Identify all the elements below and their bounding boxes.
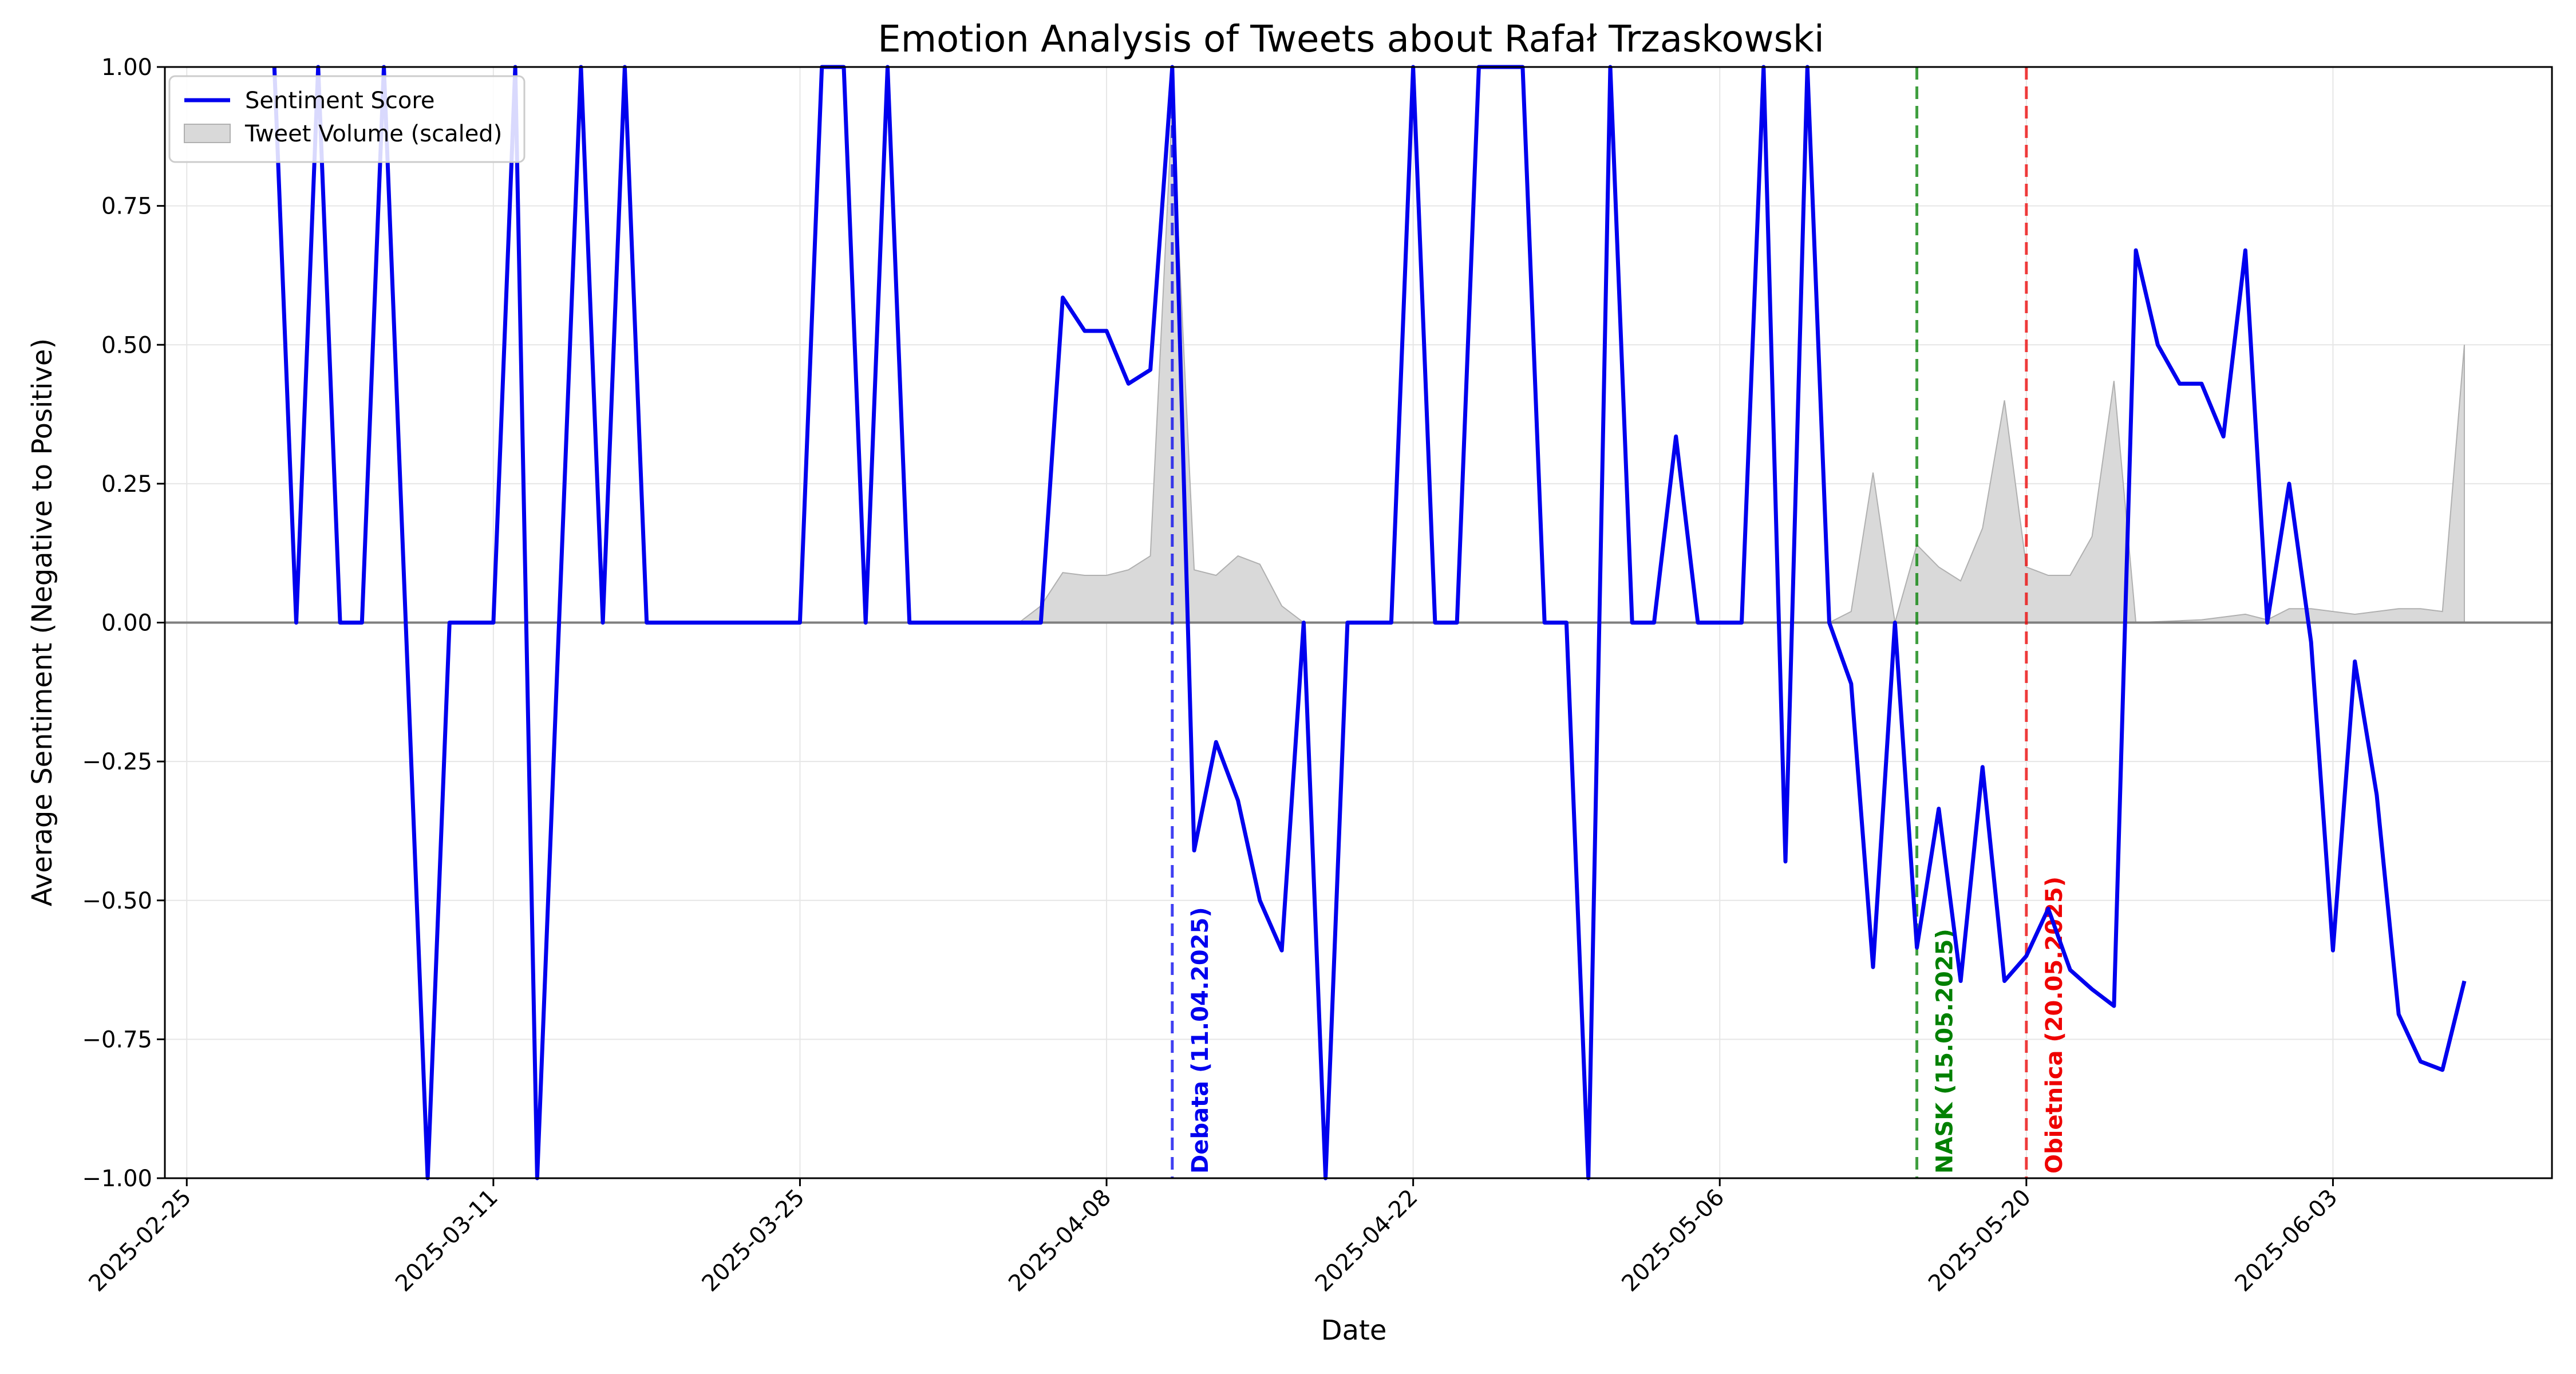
sentiment-line (272, 65, 2467, 1180)
legend: Sentiment Score Tweet Volume (scaled) (168, 75, 526, 163)
y-tick-label: 0.25 (101, 471, 152, 498)
event-label: Debata (11.04.2025) (1187, 907, 1214, 1174)
y-tick-label: −0.75 (82, 1026, 152, 1053)
y-tick-label: 0.00 (101, 610, 152, 637)
y-axis-label: Average Sentiment (Negative to Positive) (26, 338, 58, 906)
y-tick-label: −0.25 (82, 749, 152, 775)
x-axis-label: Date (1321, 1314, 1387, 1347)
legend-label-sentiment: Sentiment Score (245, 88, 435, 114)
y-tick-label: −1.00 (82, 1166, 152, 1192)
y-tick-label: 1.00 (101, 54, 152, 81)
y-tick-label: 0.75 (101, 194, 152, 220)
volume-area-layer (274, 105, 2465, 623)
chart-title: Emotion Analysis of Tweets about Rafał T… (878, 18, 1824, 61)
event-label: NASK (15.05.2025) (1932, 929, 1958, 1174)
tweet-volume-area (274, 105, 2465, 623)
legend-box (168, 75, 526, 163)
legend-swatch-volume (184, 124, 231, 143)
legend-label-volume: Tweet Volume (scaled) (244, 121, 502, 147)
y-tick-label: −0.50 (82, 888, 152, 914)
sentiment-line-layer (272, 65, 2467, 1180)
event-lines-layer: Debata (11.04.2025) NASK (15.05.2025) Obie… (1171, 67, 2068, 1178)
y-tick-label: 0.50 (101, 332, 152, 358)
